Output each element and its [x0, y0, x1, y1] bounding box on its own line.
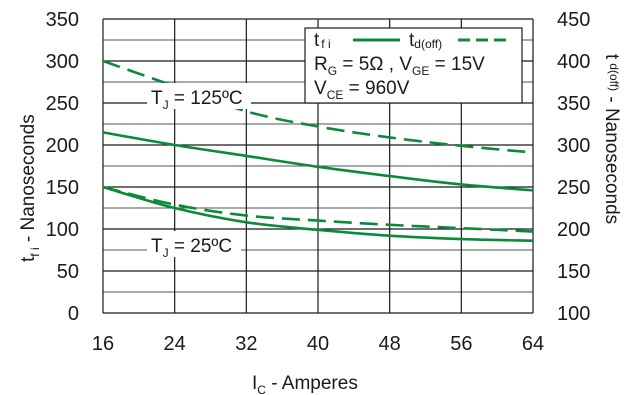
tfi-curve-125c — [102, 131, 534, 192]
x-tick-label: 40 — [307, 333, 329, 355]
y-right-tick-label: 450 — [557, 9, 590, 31]
x-tick-label: 24 — [164, 333, 186, 355]
y-left-tick-label: 0 — [68, 303, 79, 325]
x-tick-label: 56 — [450, 333, 472, 355]
x-tick-label: 32 — [235, 333, 257, 355]
svg-text:TJ = 25ºC: TJ = 25ºC — [151, 236, 232, 260]
x-tick-label: 16 — [92, 333, 114, 355]
curves — [102, 59, 534, 243]
annotation-tj-25: TJ = 25ºC — [147, 231, 241, 260]
svg-text:VCE = 960V: VCE = 960V — [314, 78, 410, 102]
y-right-tick-label: 400 — [557, 51, 590, 73]
x-tick-label: 48 — [379, 333, 401, 355]
svg-text:TJ = 125ºC: TJ = 125ºC — [151, 88, 243, 112]
y-left-tick-label: 250 — [46, 93, 79, 115]
td-off-curve-125c — [102, 59, 534, 154]
x-axis-title: IC - Amperes — [252, 373, 358, 395]
tfi-curve-25c — [102, 185, 534, 243]
svg-text:tf i: tf i — [314, 30, 331, 51]
td-off-curve-25c — [102, 185, 534, 233]
y-right-tick-label: 150 — [557, 261, 590, 283]
y-left-tick-label: 150 — [46, 177, 79, 199]
y-right-tick-label: 300 — [557, 135, 590, 157]
y-left-tick-label: 350 — [46, 9, 79, 31]
y-left-tick-label: 50 — [57, 261, 79, 283]
y-right-tick-label: 200 — [557, 219, 590, 241]
y-left-tick-label: 200 — [46, 135, 79, 157]
y-left-tick-label: 100 — [46, 219, 79, 241]
tick-labels: 16 24 32 40 48 56 64 0 50 100 150 200 250 300 350 100 15… — [46, 9, 591, 355]
y-left-tick-label: 300 — [46, 51, 79, 73]
annotation-tj-125: TJ = 125ºC — [147, 83, 251, 112]
x-tick-label: 64 — [522, 333, 544, 355]
y-right-axis-title: td(off) - Nanoseconds — [601, 54, 622, 224]
svg-text:td(off): td(off) — [409, 30, 442, 51]
y-right-tick-label: 350 — [557, 93, 590, 115]
y-right-tick-label: 250 — [557, 177, 590, 199]
y-right-tick-label: 100 — [557, 303, 590, 325]
svg-text:RG = 5Ω , VGE = 15V: RG = 5Ω , VGE = 15V — [314, 54, 485, 78]
y-left-axis-title: tf i - Nanoseconds — [18, 114, 42, 262]
